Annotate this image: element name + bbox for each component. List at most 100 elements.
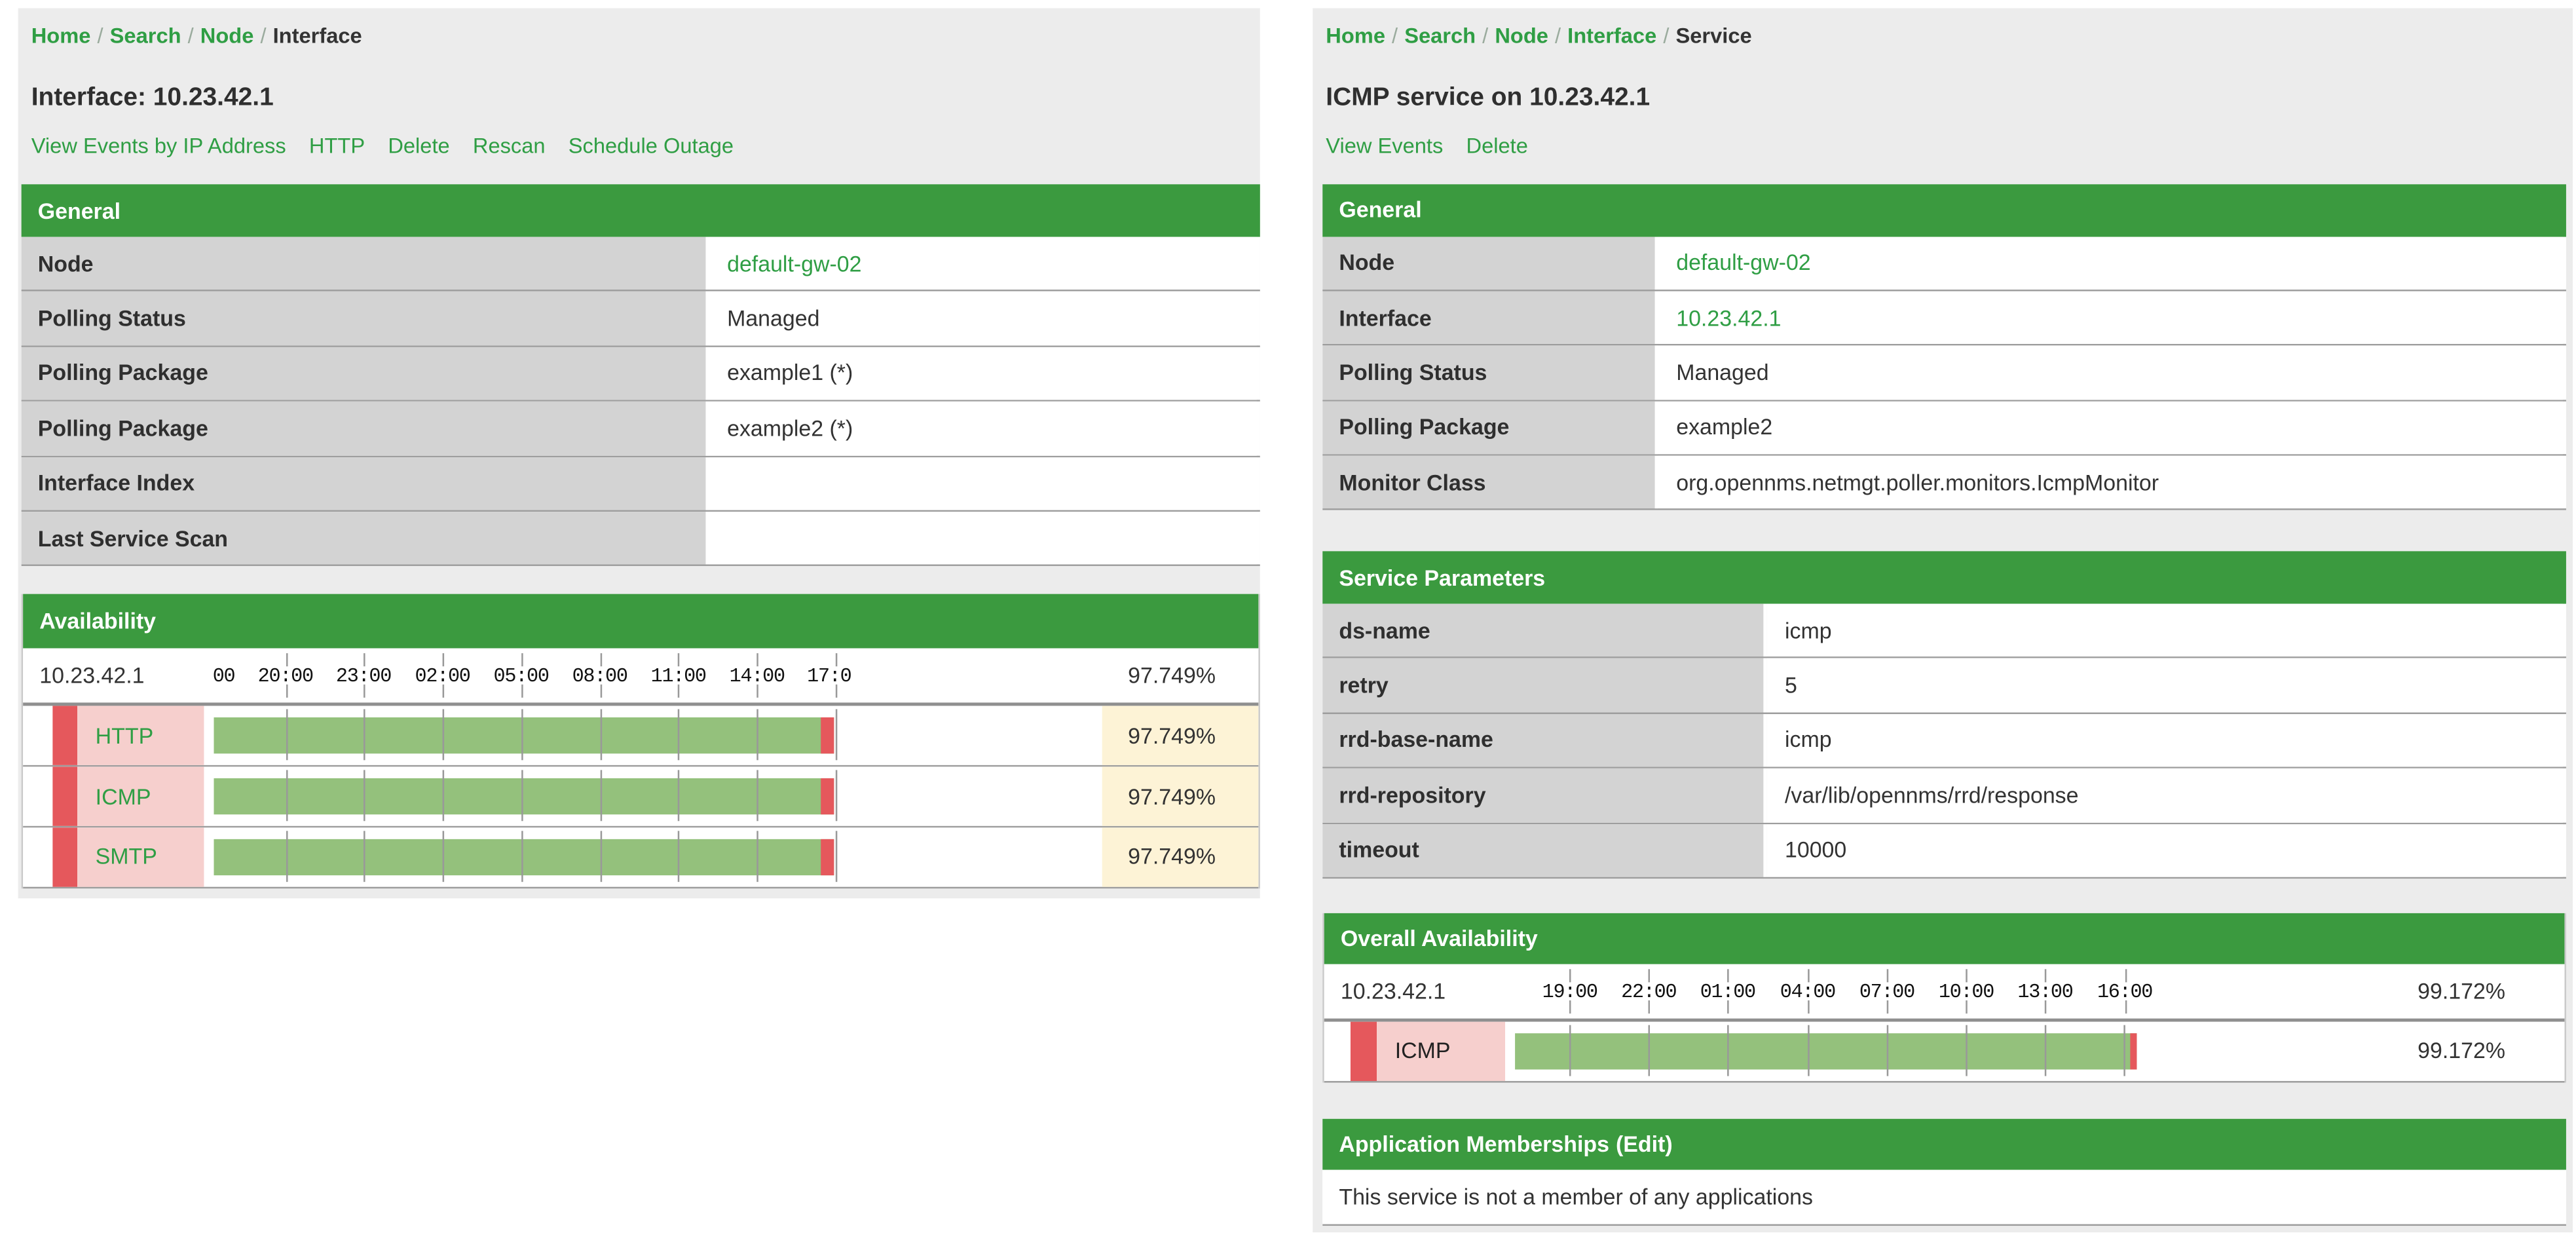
table-row: Interface 10.23.42.1 — [1322, 291, 2566, 347]
breadcrumb-current-interface: Interface — [272, 23, 362, 48]
row-label: Monitor Class — [1322, 455, 1658, 510]
outage-indicator — [1350, 1021, 1377, 1081]
view-events-link[interactable]: View Events — [1326, 133, 1444, 159]
row-label: ds-name — [1322, 603, 1767, 657]
row-value: /var/lib/opennms/rrd/response — [1766, 768, 2563, 822]
table-row: Polling Status Managed — [1322, 346, 2566, 401]
service-parameters-header: Service Parameters — [1322, 552, 2566, 604]
node-link[interactable]: default-gw-02 — [709, 237, 1257, 291]
row-value — [709, 511, 1257, 565]
breadcrumb-separator: / — [1482, 23, 1489, 48]
action-links: View Events by IP Address HTTP Delete Re… — [31, 133, 1260, 159]
table-row: Polling Package example2 — [1322, 400, 2566, 456]
overall-availability-table: Overall Availability 10.23.42.1 19:00 22… — [1322, 913, 2566, 1082]
rescan-link[interactable]: Rescan — [472, 133, 546, 159]
table-row: Node default-gw-02 — [21, 237, 1260, 292]
breadcrumb: Home / Search / Node / Interface / Service — [1313, 9, 2573, 48]
availability-bar — [213, 767, 837, 826]
availability-header: Availability — [23, 594, 1259, 649]
row-label: Polling Package — [21, 347, 709, 400]
table-row: Interface Index — [21, 457, 1260, 512]
delete-link[interactable]: Delete — [388, 133, 450, 159]
interface-link[interactable]: 10.23.42.1 — [1658, 291, 2563, 345]
page-title: Interface: 10.23.42.1 — [31, 84, 274, 112]
service-link-icmp[interactable]: ICMP — [95, 784, 151, 809]
service-percent: 99.172% — [2417, 1038, 2506, 1064]
row-label: Polling Package — [21, 402, 709, 455]
table-row: Polling Package example1 (*) — [21, 347, 1260, 402]
breadcrumb-node[interactable]: Node — [200, 23, 254, 48]
breadcrumb-separator: / — [97, 23, 103, 48]
breadcrumb-separator: / — [187, 23, 194, 48]
service-parameters-table: Service Parameters ds-name icmp retry 5 … — [1322, 552, 2566, 879]
general-table-header: General — [21, 184, 1260, 237]
breadcrumb-current-service: Service — [1675, 23, 1752, 48]
service-name-cell: ICMP — [1377, 1021, 1506, 1081]
row-value: org.opennms.netmgt.poller.monitors.IcmpM… — [1658, 455, 2563, 510]
row-value: example1 (*) — [709, 347, 1257, 400]
table-row: Last Service Scan — [21, 511, 1260, 567]
availability-bar — [213, 827, 837, 886]
service-page-panel: Home / Search / Node / Interface / Service ICMP … — [1313, 8, 2573, 1233]
row-label: Interface — [1322, 291, 1658, 345]
breadcrumb-interface[interactable]: Interface — [1567, 23, 1657, 48]
http-link[interactable]: HTTP — [308, 133, 365, 159]
delete-link[interactable]: Delete — [1466, 133, 1528, 159]
row-label: Polling Status — [21, 292, 709, 345]
breadcrumb-separator: / — [1392, 23, 1398, 48]
availability-axis-row: 10.23.42.1 19:00 22:00 01:00 04:00 07:00… — [1324, 964, 2565, 1022]
service-name-icmp: ICMP — [1394, 1038, 1451, 1064]
breadcrumb-home[interactable]: Home — [1326, 23, 1385, 48]
service-name-cell: ICMP — [77, 767, 204, 826]
general-table: General Node default-gw-02 Polling Statu… — [21, 184, 1260, 567]
table-row: Polling Status Managed — [21, 292, 1260, 347]
table-row: ds-name icmp — [1322, 603, 2566, 659]
service-percent: 97.749% — [1102, 827, 1259, 887]
row-label: Last Service Scan — [21, 511, 709, 565]
interface-ip-label: 10.23.42.1 — [1340, 979, 1446, 1004]
breadcrumb-node[interactable]: Node — [1495, 23, 1548, 48]
outage-indicator — [52, 706, 78, 766]
row-label: Interface Index — [21, 457, 709, 510]
table-row: rrd-repository /var/lib/opennms/rrd/resp… — [1322, 768, 2566, 824]
node-link[interactable]: default-gw-02 — [1658, 236, 2563, 290]
view-events-by-ip-link[interactable]: View Events by IP Address — [31, 133, 286, 159]
breadcrumb-separator: / — [260, 23, 267, 48]
row-label: Node — [21, 237, 709, 291]
row-label: timeout — [1322, 824, 1767, 877]
row-value: 10000 — [1766, 824, 2563, 877]
outage-indicator — [52, 827, 78, 887]
service-name-cell: SMTP — [77, 827, 204, 887]
row-value: icmp — [1766, 603, 2563, 657]
row-value: example2 — [1658, 400, 2563, 455]
outage-indicator — [52, 767, 78, 826]
row-label: rrd-repository — [1322, 768, 1767, 822]
row-label: retry — [1322, 658, 1767, 712]
general-table-header: General — [1322, 184, 2566, 237]
row-label: rrd-base-name — [1322, 713, 1767, 767]
edit-applications-link[interactable]: (Edit) — [1615, 1131, 1673, 1157]
breadcrumb-separator: / — [1663, 23, 1670, 48]
service-link-http[interactable]: HTTP — [95, 723, 154, 749]
action-links: View Events Delete — [1326, 133, 2573, 159]
service-link-smtp[interactable]: SMTP — [95, 844, 157, 869]
interface-ip-label: 10.23.42.1 — [39, 663, 145, 689]
table-row: retry 5 — [1322, 658, 2566, 714]
table-row: Node default-gw-02 — [1322, 236, 2566, 292]
table-row: timeout 10000 — [1322, 824, 2566, 879]
breadcrumb-search[interactable]: Search — [1404, 23, 1476, 48]
service-percent: 97.749% — [1102, 706, 1259, 766]
breadcrumb-search[interactable]: Search — [109, 23, 181, 48]
row-label: Node — [1322, 236, 1658, 290]
row-label: Polling Package — [1322, 400, 1658, 455]
breadcrumb-home[interactable]: Home — [31, 23, 91, 48]
row-value: example2 (*) — [709, 402, 1257, 455]
service-row-http: HTTP 97.749% — [23, 706, 1259, 767]
page-title: ICMP service on 10.23.42.1 — [1326, 84, 1651, 112]
schedule-outage-link[interactable]: Schedule Outage — [568, 133, 734, 159]
service-row-smtp: SMTP 97.749% — [23, 827, 1259, 888]
service-row-icmp: ICMP 97.749% — [23, 767, 1259, 828]
availability-table: Availability 10.23.42.1 00 20:00 23:00 0… — [21, 594, 1260, 888]
interface-page-panel: Home / Search / Node / Interface Interface: 10… — [18, 8, 1260, 899]
